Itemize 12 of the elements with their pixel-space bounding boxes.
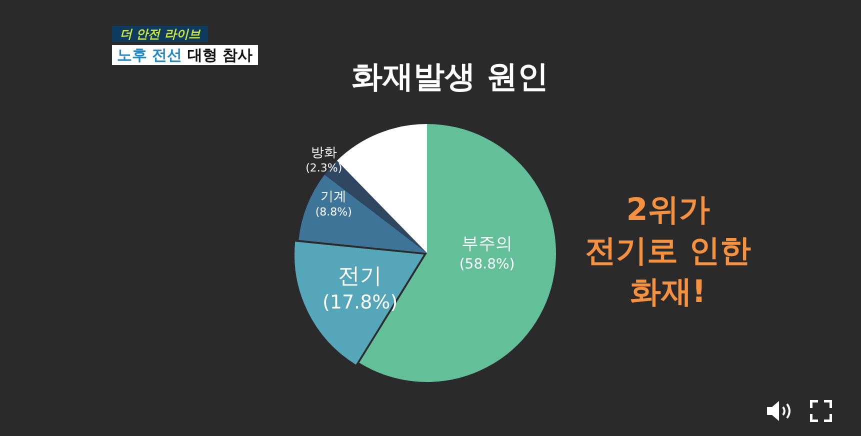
data-label: (2.3%): [306, 161, 342, 174]
slice-label: 방화: [310, 145, 337, 160]
data-label: (8.8%): [315, 206, 352, 219]
slice-label: 기계: [320, 190, 347, 205]
text: 노후 전선 대형 참사: [117, 46, 253, 64]
chart-title: 화재발생 원인: [352, 59, 548, 95]
text: 2위가 전기로 인한 화재!: [584, 191, 752, 312]
data-label: (17.8%): [322, 292, 398, 314]
slice-label: 부주의: [462, 234, 513, 254]
data-label: (58.8%): [459, 256, 515, 272]
text: 더 안전 라이브: [112, 26, 208, 42]
slice-label: 전기: [338, 264, 382, 289]
